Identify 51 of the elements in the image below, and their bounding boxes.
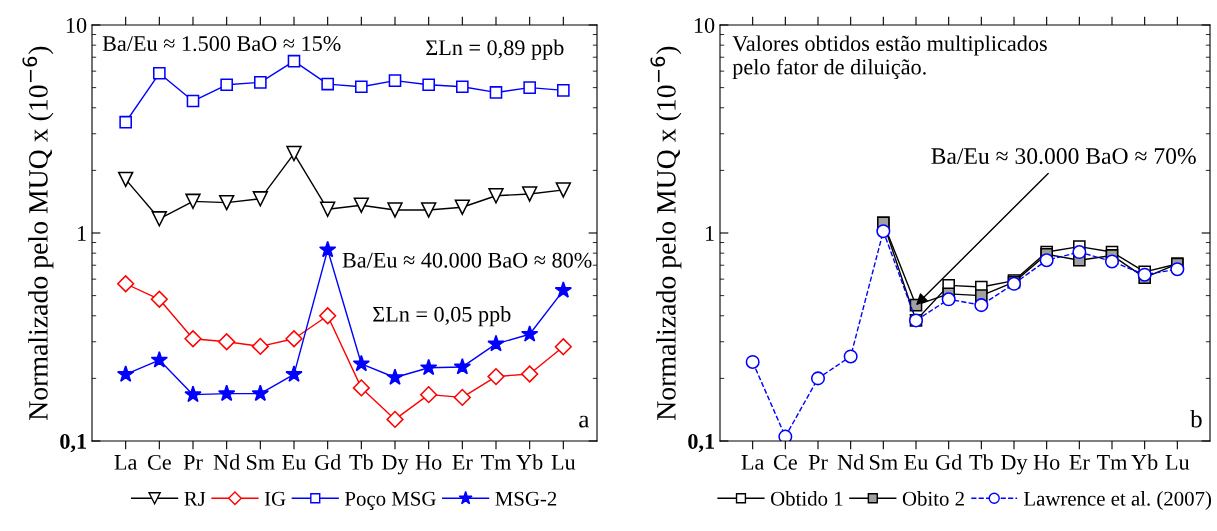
x-tick-label: Tm (1096, 455, 1128, 470)
y-tick-label: 10 (694, 17, 715, 33)
x-tick-label: Yb (1131, 454, 1158, 470)
legend-label: RJ (184, 491, 206, 506)
legend-label: Poço MSG (345, 491, 436, 510)
y-tick-label: 1 (705, 226, 714, 241)
x-tick-label: Ho (1033, 455, 1060, 470)
x-tick-label: Gd (936, 454, 962, 470)
x-tick-label: Tm (480, 455, 512, 470)
x-tick-label: Ho (415, 455, 442, 470)
y-axis-title: Normalizado pelo MUQ x (10$^{−6}$) (650, 46, 682, 420)
x-tick-label: Tb (349, 454, 373, 470)
x-tick-label: Ce (147, 454, 171, 470)
x-tick-label: Eu (282, 455, 306, 470)
x-tick-label: Dy (382, 455, 409, 475)
x-tick-label: Er (452, 455, 473, 470)
x-tick-label: Nd (213, 454, 240, 470)
x-tick-label: Tb (969, 454, 993, 470)
annotation: a (579, 415, 590, 428)
legend-label: Obtido 1 (771, 491, 843, 506)
annotation: Ba/Eu ≈ 30.000 BaO ≈ 70% (931, 148, 1196, 165)
legend-label: Lawrence et al. (2007) (1023, 491, 1212, 510)
x-tick-label: Ce (773, 454, 797, 470)
legend-label: MSG-2 (495, 491, 557, 506)
y-tick-label: 10 (66, 17, 87, 33)
x-tick-label: Gd (315, 454, 341, 470)
annotation: Ba/Eu ≈ 1.500 BaO ≈ 15% (102, 36, 341, 52)
x-tick-label: Pr (183, 455, 203, 470)
y-tick-label: 0,1 (688, 433, 714, 453)
legend-label: IG (264, 491, 286, 506)
x-tick-label: Lu (1165, 455, 1190, 470)
x-tick-label: Yb (516, 454, 543, 470)
annotation: b (1190, 410, 1202, 428)
x-tick-label: La (114, 455, 138, 470)
annotation: Valores obtidos estão multiplicados pelo fator de diluição. (732, 35, 1047, 80)
x-tick-label: Dy (1001, 455, 1028, 475)
y-tick-label: 1 (77, 226, 86, 241)
y-tick-label: 0,1 (60, 433, 86, 453)
x-tick-label: La (741, 455, 765, 470)
x-tick-label: Sm (247, 454, 275, 470)
x-tick-label: Nd (837, 454, 864, 470)
annotation: Ba/Eu ≈ 40.000 BaO ≈ 80% (342, 252, 592, 268)
x-tick-label: Eu (904, 455, 928, 470)
y-axis-title: Normalizado pelo MUQ x (10$^{−6}$) (22, 46, 54, 420)
x-tick-label: Lu (551, 455, 576, 470)
legend-label: Obito 2 (902, 491, 964, 506)
annotation: ΣLn = 0,89 ppb (426, 39, 564, 60)
x-tick-label: Er (1069, 455, 1090, 470)
x-tick-label: Sm (870, 454, 898, 470)
x-tick-label: Pr (808, 455, 828, 470)
annotation: ΣLn = 0,05 ppb (373, 306, 511, 327)
